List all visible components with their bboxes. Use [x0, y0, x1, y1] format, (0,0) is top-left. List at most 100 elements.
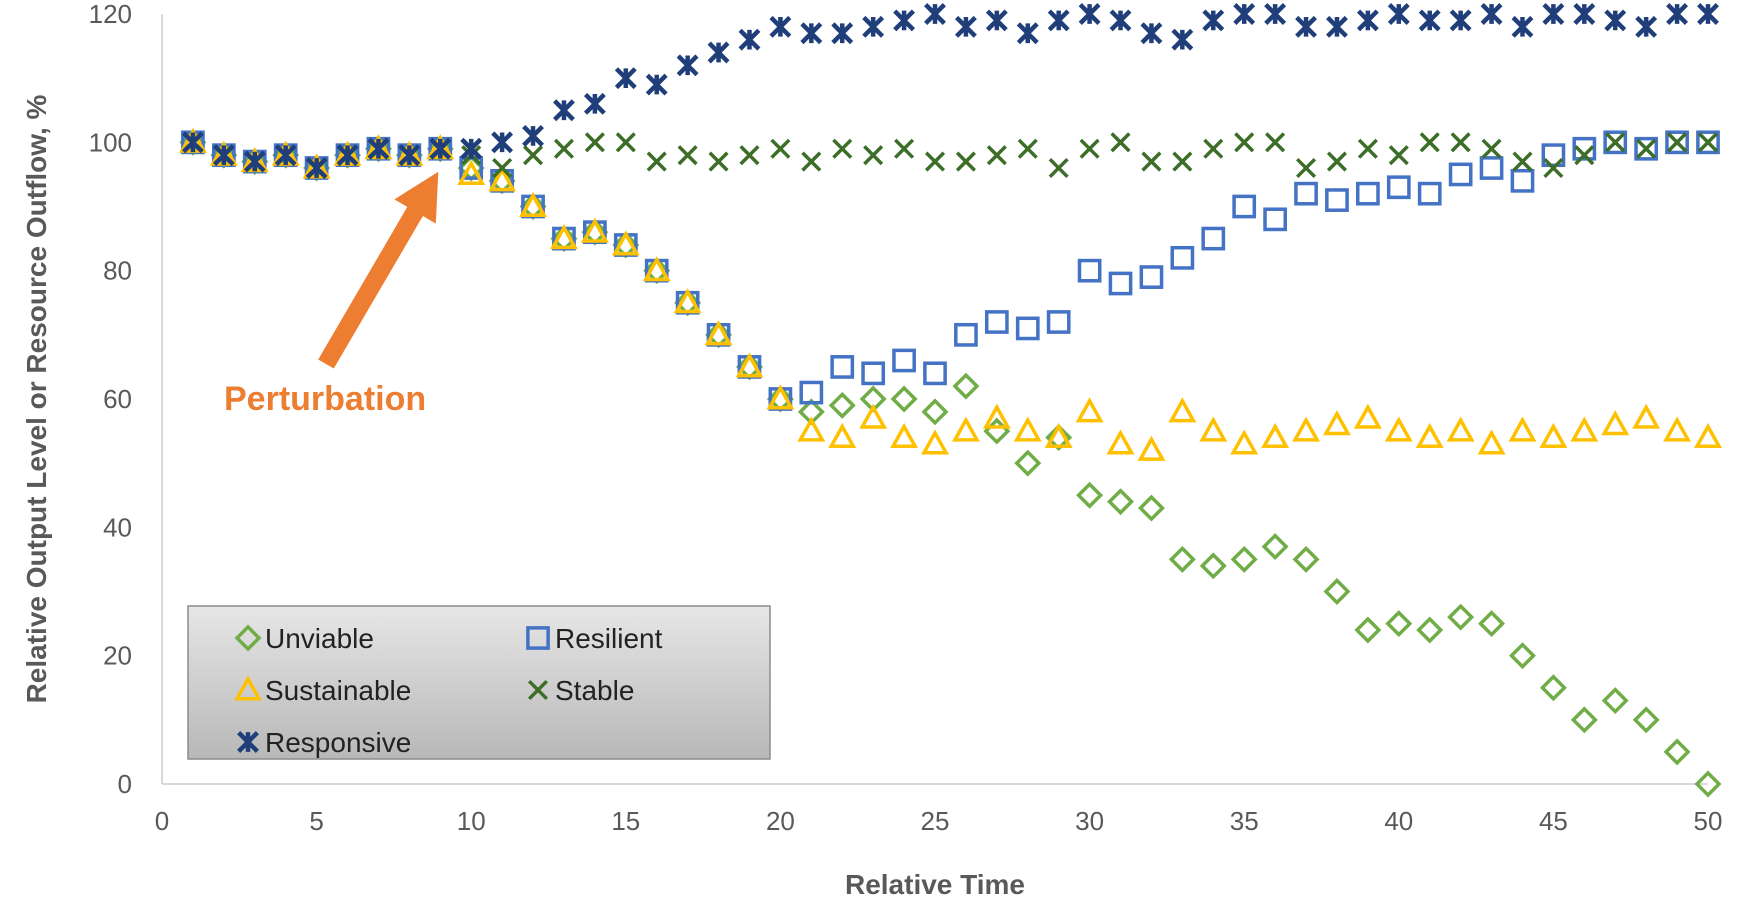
- x-axis-title: Relative Time: [845, 869, 1025, 900]
- responsive-point: [924, 3, 946, 25]
- sustainable-point: [1694, 422, 1722, 449]
- x-tick-label: 35: [1230, 806, 1259, 836]
- responsive-point: [1233, 3, 1256, 25]
- stable-point: [863, 145, 884, 166]
- legend-responsive-label: Responsive: [265, 727, 411, 758]
- unviable-point: [1663, 738, 1691, 766]
- sustainable-point: [1384, 416, 1413, 442]
- resilient-point: [1510, 168, 1535, 193]
- resilient-point: [1232, 194, 1257, 219]
- legend-resilient-marker: [526, 626, 550, 650]
- sustainable-point: [890, 422, 919, 449]
- legend-responsive-marker: [237, 731, 259, 753]
- stable-point: [615, 132, 636, 153]
- resilient-point: [954, 322, 978, 347]
- x-tick-label: 50: [1694, 806, 1723, 836]
- responsive-point: [243, 150, 266, 173]
- unviable-point: [1045, 424, 1073, 451]
- x-tick-label: 30: [1075, 806, 1104, 836]
- sustainable-point: [1261, 422, 1290, 449]
- responsive-point: [1171, 28, 1194, 51]
- stable-point: [1110, 132, 1131, 153]
- unviable-point: [1230, 545, 1258, 573]
- resilient-point: [923, 361, 947, 386]
- resilient-point: [1634, 136, 1659, 161]
- responsive-point: [1264, 3, 1287, 25]
- y-axis-title: Relative Output Level or Resource Outflo…: [21, 94, 52, 703]
- plot-axes: [161, 14, 1708, 785]
- y-tick-label: 120: [89, 0, 132, 29]
- sustainable-point: [828, 422, 857, 449]
- stable-point: [646, 151, 667, 172]
- resilient-point: [1046, 310, 1071, 334]
- unviable-point: [1385, 610, 1413, 638]
- legend-sustainable-label: Sustainable: [265, 675, 411, 706]
- resilient-point: [1572, 136, 1597, 161]
- responsive-point: [738, 28, 761, 51]
- stable-point: [770, 138, 791, 159]
- responsive-point: [1418, 9, 1441, 32]
- resilient-point: [1541, 143, 1566, 168]
- x-tick-label: 5: [309, 806, 323, 836]
- responsive-point: [1604, 9, 1627, 32]
- x-tick-label: 40: [1384, 806, 1413, 836]
- stable-point: [832, 138, 853, 159]
- stable-point: [708, 151, 729, 172]
- chart-legend: Unviable Resilient Sustainable Stable Respon…: [187, 605, 771, 760]
- sustainable-point: [982, 403, 1011, 429]
- sustainable-point: [1075, 397, 1104, 423]
- responsive-point: [676, 54, 699, 77]
- responsive-point: [800, 22, 823, 45]
- resilient-point: [1263, 207, 1287, 232]
- unviable-point: [828, 391, 856, 419]
- y-tick-labels: 0 20 40 60 80 100 120: [89, 0, 132, 799]
- responsive-point: [460, 137, 483, 160]
- resilient-point: [830, 355, 855, 379]
- responsive-point: [1047, 9, 1070, 32]
- unviable-point: [890, 385, 918, 413]
- stable-point: [739, 145, 760, 166]
- stable-point: [1543, 157, 1564, 179]
- y-tick-label: 20: [103, 641, 132, 671]
- stable-point: [523, 145, 544, 166]
- series-responsive: [181, 3, 1719, 179]
- y-tick-label: 60: [103, 384, 132, 414]
- responsive-point: [305, 157, 328, 179]
- data-series: [178, 3, 1722, 798]
- responsive-point: [1078, 3, 1101, 25]
- resilient-point: [1139, 265, 1164, 289]
- resilient-point: [1479, 156, 1504, 180]
- sustainable-point: [1570, 416, 1599, 442]
- stable-point: [1172, 151, 1193, 172]
- responsive-point: [583, 92, 606, 115]
- stable-point: [1697, 132, 1719, 153]
- responsive-point: [336, 144, 359, 167]
- sustainable-point: [735, 352, 764, 378]
- resilient-point: [799, 380, 824, 405]
- responsive-point: [1511, 15, 1534, 38]
- unviable-point: [1539, 674, 1567, 702]
- sustainable-point: [1601, 410, 1630, 436]
- unviable-point: [1014, 449, 1042, 477]
- x-tick-label: 10: [457, 806, 486, 836]
- legend-stable-marker: [527, 679, 549, 701]
- resilient-point: [1294, 181, 1318, 206]
- responsive-point: [1016, 22, 1039, 45]
- stable-point: [1419, 132, 1440, 153]
- responsive-point: [1666, 3, 1689, 25]
- legend-unviable-label: Unviable: [265, 623, 374, 654]
- stable-point: [1079, 138, 1100, 159]
- unviable-point: [1601, 687, 1629, 715]
- legend-item-unviable: Unviable: [234, 623, 374, 654]
- resilient-point: [1108, 271, 1133, 296]
- responsive-point: [367, 137, 390, 160]
- sustainable-point: [951, 416, 980, 442]
- sustainable-point: [1044, 422, 1073, 449]
- sustainable-point: [1663, 416, 1692, 442]
- sustainable-point: [549, 223, 578, 250]
- responsive-point: [1480, 3, 1503, 25]
- stable-point: [924, 151, 946, 172]
- unviable-point: [1199, 552, 1227, 580]
- stable-point: [1203, 138, 1224, 159]
